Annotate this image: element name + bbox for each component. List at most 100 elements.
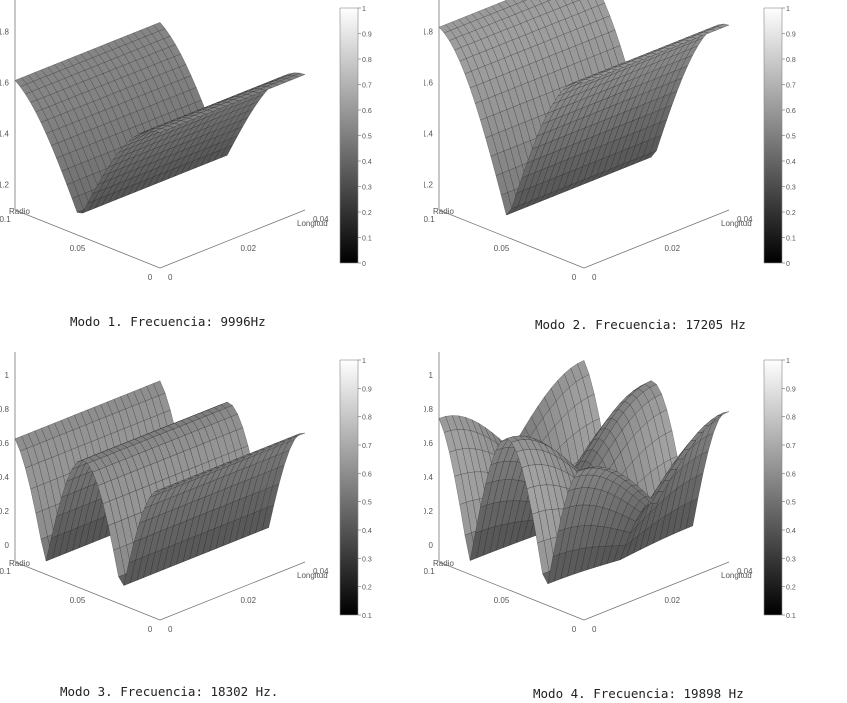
colorbar-tick-label: 0.6 (362, 471, 372, 478)
z-tick-label: 1.8 (0, 27, 10, 36)
longitud-tick-label: 0.02 (241, 596, 257, 605)
surface-mesh (438, 360, 730, 584)
radio-tick-label: 0.1 (0, 567, 11, 576)
z-tick-label: 1 (429, 371, 434, 380)
radio-tick-label: 0.05 (494, 596, 510, 605)
z-tick-label: 1.4 (0, 129, 10, 138)
z-tick-label: 0.8 (0, 405, 10, 414)
colorbar-tick-label: 0.8 (362, 57, 372, 64)
longitud-axis-line (583, 209, 730, 269)
longitud-tick-label: 0.02 (665, 596, 681, 605)
longitud-tick-label: 0.04 (737, 215, 753, 224)
y-axis-label: Longitud (721, 219, 752, 228)
radio-tick-label: 0 (572, 625, 577, 634)
z-tick-label: 1.8 (424, 27, 434, 36)
z-tick-label: 1 (5, 371, 10, 380)
colorbar-tick-label: 1 (362, 358, 366, 365)
longitud-tick-label: 0.04 (313, 215, 329, 224)
x-axis-label: Radio (9, 207, 30, 216)
longitud-tick-label: 0.02 (241, 244, 257, 253)
longitud-tick-label: 0.04 (313, 567, 329, 576)
y-axis-label: Longitud (297, 219, 328, 228)
longitud-tick-label: 0 (168, 625, 173, 634)
colorbar-tick-label: 1 (786, 6, 790, 13)
colorbar-tick-label: 0.4 (786, 159, 796, 166)
surface-mesh (14, 380, 306, 586)
figure-caption: Modo 3. Frecuencia: 18302 Hz. (60, 684, 279, 699)
colorbar (339, 359, 359, 616)
colorbar-tick-label: 0.1 (786, 236, 796, 243)
z-tick-label: 0.2 (424, 507, 434, 516)
radio-tick-label: 0.1 (424, 215, 435, 224)
radio-axis-line (14, 209, 161, 269)
z-tick-label: 1.4 (424, 129, 434, 138)
colorbar (763, 7, 783, 264)
x-axis-label: Radio (433, 559, 454, 568)
colorbar-tick-label: 0.4 (786, 528, 796, 535)
colorbar-tick-label: 0.2 (786, 210, 796, 217)
radio-axis-line (438, 209, 585, 269)
colorbar-tick-label: 0.8 (362, 415, 372, 422)
colorbar-tick-label: 1 (786, 358, 790, 365)
longitud-tick-label: 0 (592, 625, 597, 634)
z-tick-label: 0 (429, 541, 434, 550)
colorbar-tick-label: 0.3 (786, 556, 796, 563)
figure-caption: Modo 1. Frecuencia: 9996Hz (70, 314, 266, 329)
figure-caption: Modo 2. Frecuencia: 17205 Hz (535, 317, 746, 332)
longitud-tick-label: 0 (592, 273, 597, 282)
z-tick-label: 0.6 (424, 439, 434, 448)
colorbar-tick-label: 0.7 (786, 83, 796, 90)
surface-panel-4: 00.20.40.60.8100.050.100.020.04PresionRa… (424, 352, 847, 702)
radio-axis-line (438, 561, 585, 621)
radio-tick-label: 0 (572, 273, 577, 282)
colorbar-tick-label: 0.2 (786, 585, 796, 592)
colorbar-tick-label: 0.9 (786, 386, 796, 393)
longitud-tick-label: 0 (168, 273, 173, 282)
colorbar-tick-label: 0.9 (362, 386, 372, 393)
colorbar-tick-label: 0 (786, 261, 790, 268)
longitud-axis-line (159, 209, 306, 269)
radio-tick-label: 0 (148, 625, 153, 634)
colorbar (339, 7, 359, 264)
colorbar-tick-label: 1 (362, 6, 366, 13)
colorbar-tick-label: 0 (362, 261, 366, 268)
z-tick-label: 1.2 (424, 180, 434, 189)
z-tick-label: 0.4 (424, 473, 434, 482)
colorbar-tick-label: 0.8 (786, 415, 796, 422)
surface-mesh (438, 0, 730, 216)
colorbar-tick-label: 0.2 (362, 210, 372, 217)
z-tick-label: 0.4 (0, 473, 10, 482)
longitud-axis-line (583, 561, 730, 621)
colorbar-tick-label: 0.4 (362, 528, 372, 535)
colorbar-tick-label: 0.3 (362, 556, 372, 563)
colorbar-tick-label: 0.8 (786, 57, 796, 64)
surface-plot: 1.21.41.61.800.050.100.020.04PresionRadi… (0, 0, 372, 282)
colorbar-tick-label: 0.3 (786, 185, 796, 192)
colorbar-tick-label: 0.1 (786, 613, 796, 620)
colorbar-tick-label: 0.2 (362, 585, 372, 592)
surface-plot: 1.21.41.61.800.050.100.020.04PresionRadi… (424, 0, 796, 282)
radio-tick-label: 0.05 (70, 596, 86, 605)
colorbar-tick-label: 0.5 (362, 134, 372, 141)
surface-plot: 00.20.40.60.8100.050.100.020.04PresionRa… (0, 352, 372, 634)
z-tick-label: 0.8 (424, 405, 434, 414)
colorbar-tick-label: 0.9 (786, 32, 796, 39)
surface-plot: 00.20.40.60.8100.050.100.020.04PresionRa… (424, 352, 796, 634)
colorbar-tick-label: 0.6 (362, 108, 372, 115)
z-tick-label: 1.2 (0, 180, 10, 189)
longitud-tick-label: 0.04 (737, 567, 753, 576)
z-tick-label: 0.2 (0, 507, 10, 516)
surface-panel-2: 1.21.41.61.800.050.100.020.04PresionRadi… (424, 0, 847, 350)
colorbar (763, 359, 783, 616)
colorbar-tick-label: 0.1 (362, 236, 372, 243)
z-tick-label: 1.6 (0, 78, 10, 87)
radio-tick-label: 0.1 (424, 567, 435, 576)
colorbar-tick-label: 0.7 (362, 443, 372, 450)
z-tick-label: 0 (5, 541, 10, 550)
radio-tick-label: 0 (148, 273, 153, 282)
colorbar-tick-label: 0.4 (362, 159, 372, 166)
colorbar-tick-label: 0.5 (786, 500, 796, 507)
colorbar-tick-label: 0.7 (786, 443, 796, 450)
surface-panel-1: 1.21.41.61.800.050.100.020.04PresionRadi… (0, 0, 424, 350)
x-axis-label: Radio (433, 207, 454, 216)
